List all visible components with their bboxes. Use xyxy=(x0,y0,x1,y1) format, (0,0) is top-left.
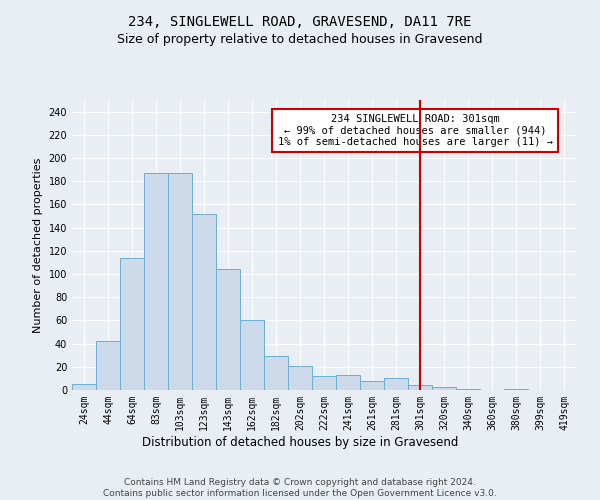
Bar xyxy=(504,389,528,390)
Bar xyxy=(312,376,336,390)
Text: Distribution of detached houses by size in Gravesend: Distribution of detached houses by size … xyxy=(142,436,458,449)
Y-axis label: Number of detached properties: Number of detached properties xyxy=(33,158,43,332)
Text: Size of property relative to detached houses in Gravesend: Size of property relative to detached ho… xyxy=(117,32,483,46)
Text: Contains HM Land Registry data © Crown copyright and database right 2024.
Contai: Contains HM Land Registry data © Crown c… xyxy=(103,478,497,498)
Bar xyxy=(384,378,408,390)
Bar xyxy=(240,320,264,390)
Bar xyxy=(408,386,432,390)
Text: 234, SINGLEWELL ROAD, GRAVESEND, DA11 7RE: 234, SINGLEWELL ROAD, GRAVESEND, DA11 7R… xyxy=(128,15,472,29)
Bar xyxy=(144,173,168,390)
Bar xyxy=(168,173,192,390)
Bar xyxy=(216,270,240,390)
Bar xyxy=(192,214,216,390)
Bar xyxy=(72,384,96,390)
Bar xyxy=(432,386,456,390)
Bar xyxy=(120,258,144,390)
Bar xyxy=(456,389,480,390)
Bar xyxy=(288,366,312,390)
Bar xyxy=(264,356,288,390)
Bar xyxy=(360,380,384,390)
Text: 234 SINGLEWELL ROAD: 301sqm
← 99% of detached houses are smaller (944)
1% of sem: 234 SINGLEWELL ROAD: 301sqm ← 99% of det… xyxy=(278,114,553,147)
Bar xyxy=(336,375,360,390)
Bar xyxy=(96,342,120,390)
